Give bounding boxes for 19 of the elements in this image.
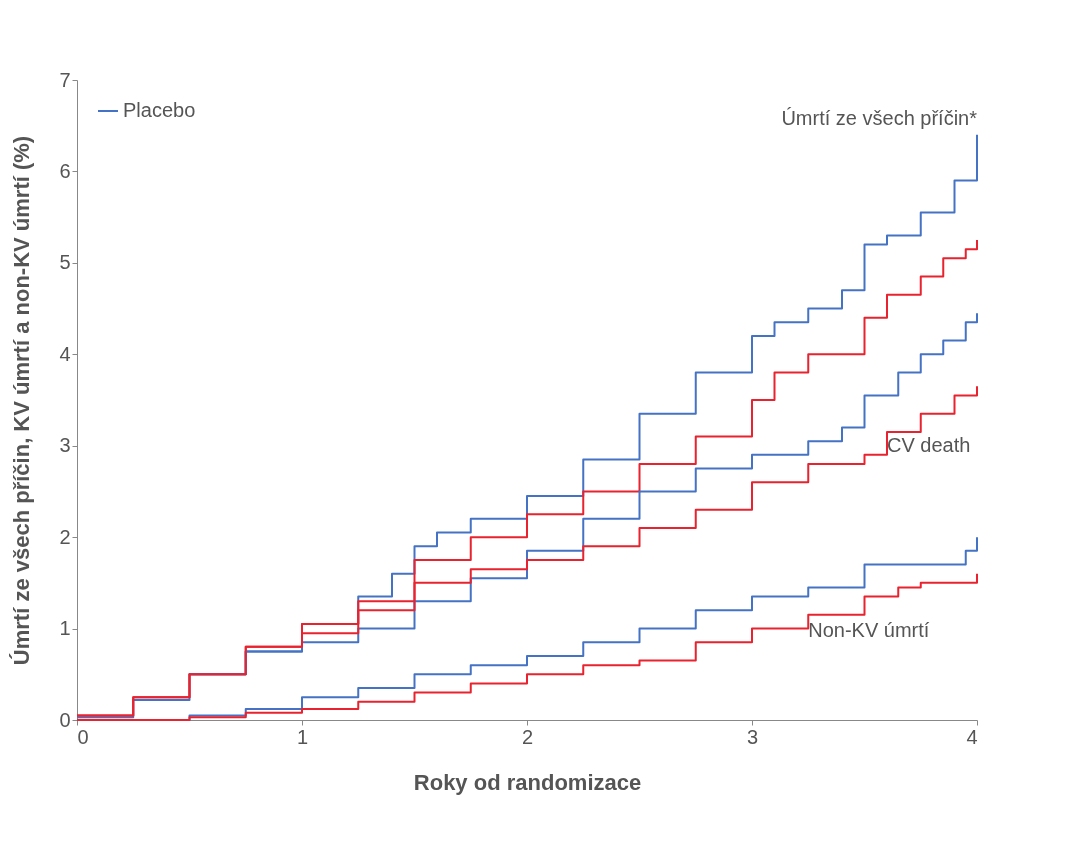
y-tick-label: 3 — [59, 434, 71, 457]
x-tick-label: 0 — [77, 725, 89, 748]
annotation: Úmrtí ze všech příčin* — [781, 106, 978, 129]
y-tick-label: 0 — [59, 708, 71, 731]
y-tick-label: 2 — [59, 525, 71, 548]
y-axis-title: Úmrtí ze všech příčin, KV úmrtí a non-KV úmrtí (%) — [9, 135, 35, 666]
x-axis-title: Roky od randomizace — [413, 769, 642, 795]
y-tick-label: 5 — [59, 251, 71, 274]
annotation: CV death — [887, 433, 971, 456]
y-tick-label: 6 — [59, 159, 71, 182]
x-tick-label: 3 — [746, 725, 759, 748]
y-tick-label: 7 — [59, 68, 71, 91]
x-tick-label: 1 — [296, 725, 309, 748]
x-tick-label: 2 — [521, 725, 534, 748]
y-tick-label: 4 — [59, 342, 71, 365]
x-tick-label: 4 — [966, 725, 978, 748]
annotation: Non-KV úmrtí — [808, 618, 930, 641]
legend-label: Placebo — [123, 99, 196, 121]
y-tick-label: 1 — [59, 617, 71, 640]
